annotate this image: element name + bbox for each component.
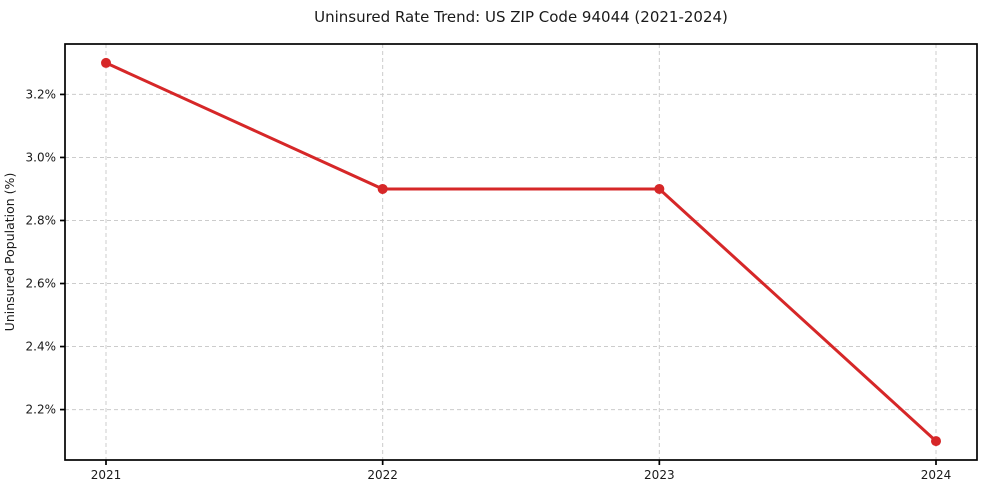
- data-point: [931, 436, 941, 447]
- data-point: [377, 183, 388, 194]
- data-point: [101, 57, 111, 68]
- y-tick-label: 3.0%: [26, 150, 57, 164]
- y-tick-label: 2.6%: [26, 277, 57, 291]
- data-point: [654, 183, 665, 194]
- y-tick-label: 2.4%: [26, 340, 57, 354]
- x-tick-label: 2021: [91, 468, 122, 482]
- x-tick-label: 2023: [644, 468, 675, 482]
- y-tick-label: 2.8%: [26, 213, 57, 227]
- plot-border: [64, 43, 978, 461]
- chart-title: Uninsured Rate Trend: US ZIP Code 94044 …: [314, 8, 728, 26]
- y-tick-label: 2.2%: [26, 403, 57, 417]
- y-axis-label: Uninsured Population (%): [2, 173, 17, 332]
- trend-line: [104, 61, 938, 443]
- x-tick-label: 2022: [367, 468, 398, 482]
- y-tick-label: 3.2%: [26, 87, 57, 101]
- x-tick-label: 2024: [921, 468, 952, 482]
